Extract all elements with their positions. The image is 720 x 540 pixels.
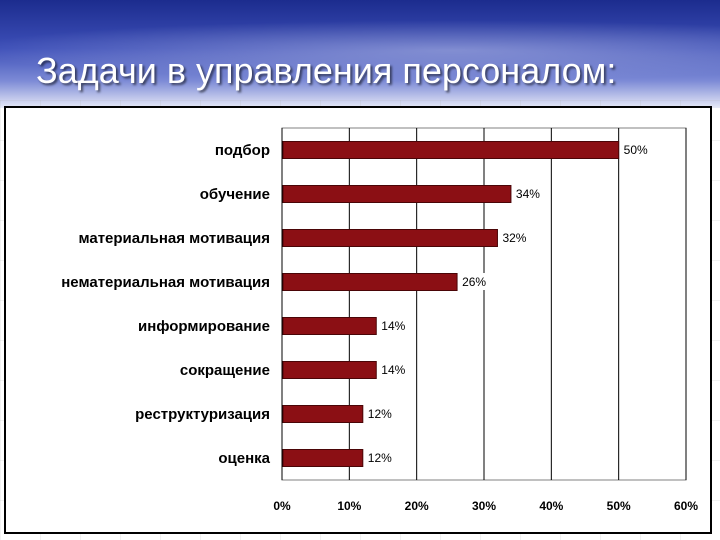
bar-0 xyxy=(282,141,620,159)
x-tick-label-3: 30% xyxy=(472,499,496,513)
bar-5 xyxy=(282,361,377,379)
bar-1 xyxy=(282,185,512,203)
value-label-bg-7 xyxy=(365,449,391,466)
chart-frame: подбор обучение материальная мотивация нема… xyxy=(4,106,712,534)
value-label-2: 32% xyxy=(502,231,526,245)
category-label-7: оценка xyxy=(218,450,270,467)
bars xyxy=(282,141,620,467)
value-label-1: 34% xyxy=(516,187,540,201)
value-label-bg-5 xyxy=(379,361,405,378)
bar-3 xyxy=(282,273,458,291)
category-label-3: нематериальная мотивация xyxy=(61,274,270,291)
value-label-6: 12% xyxy=(368,407,392,421)
value-label-0: 50% xyxy=(624,143,648,157)
category-label-4: информирование xyxy=(138,318,270,335)
gridlines xyxy=(281,127,687,481)
value-labels: 50% 34% 32% 26% 14% 14% 12% 12% xyxy=(365,141,648,466)
bar-6 xyxy=(282,405,364,423)
value-label-bg-3 xyxy=(460,273,486,290)
value-label-5: 14% xyxy=(381,363,405,377)
x-tick-label-2: 20% xyxy=(405,499,429,513)
bar-4 xyxy=(282,317,377,335)
category-label-6: реструктуризация xyxy=(135,406,270,423)
x-tick-label-4: 40% xyxy=(539,499,563,513)
category-label-2: материальная мотивация xyxy=(78,230,270,247)
x-tick-label-0: 0% xyxy=(273,499,291,513)
value-label-bg-4 xyxy=(379,317,405,334)
bar-chart: подбор обучение материальная мотивация нема… xyxy=(61,127,698,513)
bar-2 xyxy=(282,229,498,247)
x-tick-label-1: 10% xyxy=(337,499,361,513)
category-label-5: сокращение xyxy=(180,362,270,379)
category-labels: подбор обучение материальная мотивация нема… xyxy=(61,142,270,467)
slide-header: Задачи в управления персоналом: xyxy=(0,0,720,108)
x-tick-labels: 0% 10% 20% 30% 40% 50% 60% xyxy=(273,499,698,513)
category-label-1: обучение xyxy=(200,186,270,203)
value-label-4: 14% xyxy=(381,319,405,333)
header-highlight xyxy=(0,20,720,80)
slide-title: Задачи в управления персоналом: xyxy=(36,50,617,91)
value-label-7: 12% xyxy=(368,451,392,465)
value-label-bg-1 xyxy=(513,185,539,202)
category-label-0: подбор xyxy=(215,142,270,159)
value-label-bg-6 xyxy=(365,405,391,422)
x-tick-label-6: 60% xyxy=(674,499,698,513)
value-label-bg-0 xyxy=(621,141,647,158)
bar-7 xyxy=(282,449,364,467)
x-tick-label-5: 50% xyxy=(607,499,631,513)
value-label-3: 26% xyxy=(462,275,486,289)
value-label-bg-2 xyxy=(500,229,526,246)
